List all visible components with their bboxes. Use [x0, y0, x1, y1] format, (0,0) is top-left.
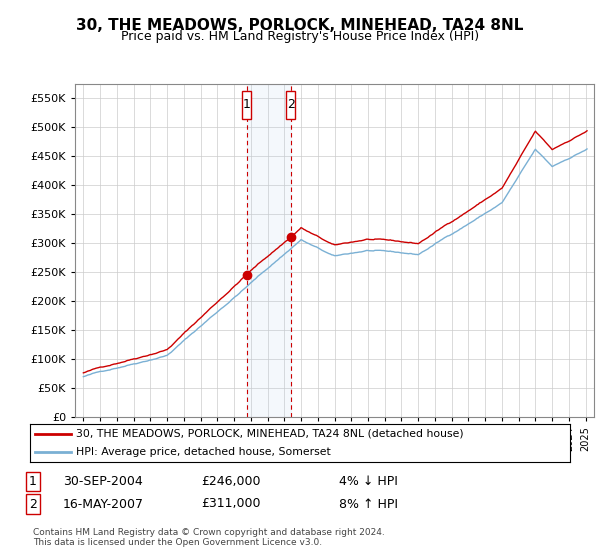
Text: Price paid vs. HM Land Registry's House Price Index (HPI): Price paid vs. HM Land Registry's House … — [121, 30, 479, 43]
Text: 1: 1 — [29, 475, 37, 488]
Text: 2: 2 — [29, 497, 37, 511]
Text: 30-SEP-2004: 30-SEP-2004 — [63, 475, 143, 488]
Text: 2: 2 — [287, 99, 295, 111]
Text: 16-MAY-2007: 16-MAY-2007 — [63, 497, 144, 511]
Text: 30, THE MEADOWS, PORLOCK, MINEHEAD, TA24 8NL (detached house): 30, THE MEADOWS, PORLOCK, MINEHEAD, TA24… — [76, 429, 464, 439]
Text: 4% ↓ HPI: 4% ↓ HPI — [339, 475, 398, 488]
Text: £246,000: £246,000 — [201, 475, 260, 488]
Text: 8% ↑ HPI: 8% ↑ HPI — [339, 497, 398, 511]
Text: 1: 1 — [242, 99, 251, 111]
FancyBboxPatch shape — [286, 91, 295, 119]
Text: 30, THE MEADOWS, PORLOCK, MINEHEAD, TA24 8NL: 30, THE MEADOWS, PORLOCK, MINEHEAD, TA24… — [76, 18, 524, 33]
Bar — [247, 84, 290, 417]
Text: £311,000: £311,000 — [201, 497, 260, 511]
Text: HPI: Average price, detached house, Somerset: HPI: Average price, detached house, Some… — [76, 447, 331, 457]
Text: Contains HM Land Registry data © Crown copyright and database right 2024.
This d: Contains HM Land Registry data © Crown c… — [33, 528, 385, 547]
FancyBboxPatch shape — [242, 91, 251, 119]
